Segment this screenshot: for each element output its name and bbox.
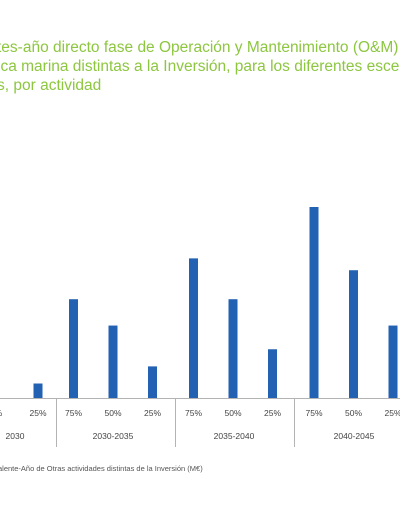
bar-2040-2045-50% xyxy=(349,270,358,398)
bar-2030-2035-25% xyxy=(148,366,157,398)
tick-label-2040-2045-25%: 25% xyxy=(384,408,400,418)
tick-label-2030-%: % xyxy=(0,408,3,418)
bar-2040-2045-75% xyxy=(309,207,319,398)
group-label-2030: 2030 xyxy=(6,431,25,441)
tick-label-2030-2035-50%: 50% xyxy=(104,408,121,418)
tick-label-2030-25%: 25% xyxy=(29,408,46,418)
tick-label-2040-2045-75%: 75% xyxy=(305,408,322,418)
tick-label-2035-2040-75%: 75% xyxy=(185,408,202,418)
tick-label-2040-2045-50%: 50% xyxy=(345,408,362,418)
title-line-3: s, por actividad xyxy=(0,77,102,94)
bar-2035-2040-25% xyxy=(268,349,277,398)
title-line-2: ica marina distintas a la Inversión, par… xyxy=(0,58,400,75)
title-line-1: tes-año directo fase de Operación y Mant… xyxy=(0,39,399,56)
legend-label: alente-Año de Otras actividades distinta… xyxy=(0,464,203,473)
tick-label-2035-2040-50%: 50% xyxy=(224,408,241,418)
tick-label-2035-2040-25%: 25% xyxy=(264,408,281,418)
chart-title: tes-año directo fase de Operación y Mant… xyxy=(0,38,400,95)
bar-2030-25% xyxy=(33,383,43,398)
bar-2035-2040-50% xyxy=(228,299,238,398)
group-label-2040-2045: 2040-2045 xyxy=(334,431,375,441)
bar-2040-2045-25% xyxy=(388,325,398,398)
bar-2030-2035-50% xyxy=(108,325,118,398)
bar-2030-2035-75% xyxy=(69,299,78,398)
tick-label-2030-2035-25%: 25% xyxy=(144,408,161,418)
group-label-2035-2040: 2035-2040 xyxy=(214,431,255,441)
group-label-2030-2035: 2030-2035 xyxy=(93,431,134,441)
bar-2035-2040-75% xyxy=(189,258,198,398)
tick-label-2030-2035-75%: 75% xyxy=(65,408,82,418)
